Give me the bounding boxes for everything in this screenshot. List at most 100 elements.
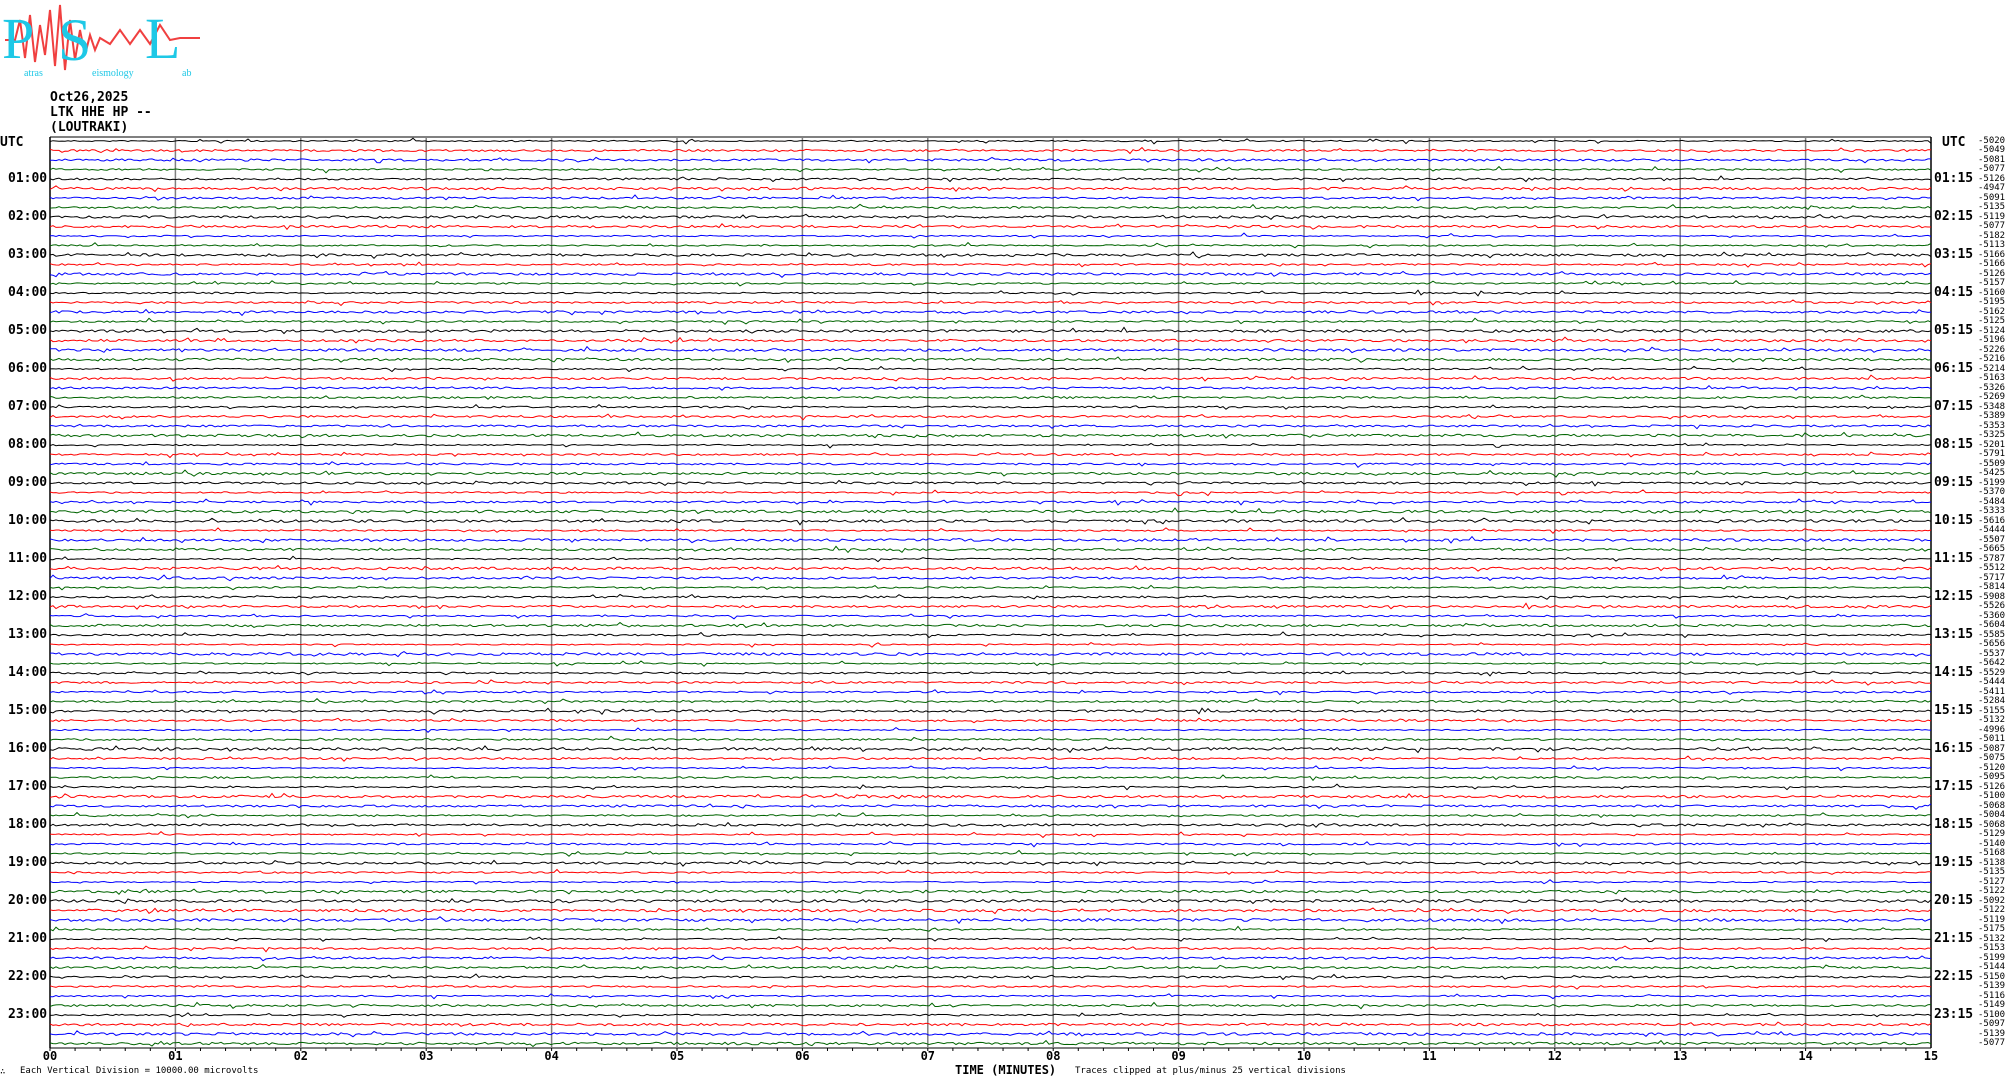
trace-line [49,745,1932,754]
trace-offset-label: -5138 [1978,857,2006,868]
x-tick-label: 07 [921,1049,935,1063]
trace-offset-label: -5908 [1978,591,2006,602]
hour-label-left: 06:00 [8,361,48,376]
hour-label-right: 10:15 [1934,513,1974,528]
trace-line [49,555,1932,563]
trace-line [49,613,1932,620]
trace-line [49,765,1932,772]
trace-offset-label: -5149 [1978,1000,2006,1010]
trace-line [49,621,1932,629]
trace-offset-label: -5199 [1978,952,2006,963]
hour-label-left: 07:00 [8,399,48,414]
trace-offset-label: -5160 [1978,287,2006,298]
trace-offset-label: -5529 [1978,667,2006,678]
trace-offset-label: -5126 [1978,173,2006,184]
x-tick-label: 03 [419,1049,433,1063]
trace-offset-label: -5120 [1978,762,2006,773]
trace-offset-label: -5124 [1978,325,2006,336]
trace-offset-label: -5537 [1978,648,2006,659]
x-tick-label: 15 [1924,1049,1938,1063]
hour-label-right: 17:15 [1934,779,1974,794]
trace-line [49,735,1932,742]
trace-offset-label: -5068 [1978,819,2006,830]
x-tick-label: 12 [1548,1049,1562,1063]
clip-note: Traces clipped at plus/minus 25 vertical… [1075,1066,1346,1076]
trace-line [49,707,1932,715]
trace-line [49,888,1932,896]
trace-line [49,660,1932,667]
trace-line [49,831,1932,839]
trace-line [49,535,1931,544]
hour-label-right: 09:15 [1934,475,1974,490]
trace-offset-label: -5512 [1978,563,2006,573]
trace-offset-label: -5411 [1978,686,2006,697]
trace-offset-label: -5087 [1978,743,2006,754]
trace-line [49,726,1932,733]
trace-line [49,963,1932,970]
trace-line [49,849,1931,857]
hour-label-left: 14:00 [8,665,48,680]
hour-label-right: 23:15 [1934,1007,1974,1022]
trace-line [49,146,1932,155]
trace-line [49,1012,1932,1018]
trace-offset-label: -5791 [1978,449,2006,459]
trace-line [49,859,1932,867]
trace-offset-label: -5325 [1978,430,2006,440]
trace-line [49,317,1932,325]
trace-offset-label: -5100 [1978,791,2006,801]
trace-offset-label: -5077 [1978,221,2006,231]
trace-offset-label: -5163 [1978,373,2006,383]
x-tick-label: 10 [1297,1049,1311,1063]
trace-line [49,374,1932,382]
trace-line [49,442,1932,449]
trace-offset-label: -5095 [1978,772,2006,782]
logo-letter-s: S [58,7,91,73]
utc-label-left: UTC [0,135,24,150]
trace-line [49,545,1932,554]
trace-offset-label: -5656 [1978,639,2006,649]
trace-offset-label: -5444 [1978,525,2006,535]
scale-note: Each Vertical Division = 10000.00 microv… [20,1066,259,1076]
trace-line [49,165,1932,174]
trace-offset-label: -5425 [1978,468,2006,478]
trace-offset-label: -5049 [1978,145,2006,155]
trace-line [49,642,1932,648]
hour-label-right: 18:15 [1934,817,1974,832]
trace-line [49,698,1932,705]
trace-offset-label: -5068 [1978,800,2006,811]
trace-offset-label: -5642 [1978,658,2006,668]
psl-logo: P S L atras eismology ab [2,4,200,79]
hour-label-left: 22:00 [8,969,48,984]
trace-line [49,792,1932,800]
trace-line [49,451,1932,459]
hour-label-right: 06:15 [1934,361,1974,376]
hour-label-left: 10:00 [8,513,48,528]
hour-label-right: 08:15 [1934,437,1974,452]
hour-label-right: 15:15 [1934,703,1974,718]
trace-line [49,973,1932,981]
trace-offset-label: -5126 [1978,781,2006,792]
trace-offset-label: -5135 [1978,867,2006,877]
trace-line [49,479,1932,487]
hour-label-right: 14:15 [1934,665,1974,680]
x-tick-label: 05 [670,1049,684,1063]
trace-offset-label: -5166 [1978,249,2006,260]
header-station: LTK HHE HP -- [50,105,152,120]
x-axis-title: TIME (MINUTES) [955,1063,1057,1077]
trace-offset-label: -5509 [1978,458,2006,469]
trace-offset-label: -5168 [1978,848,2006,858]
trace-offset-label: -5132 [1978,933,2006,944]
logo-word-3: ab [182,68,191,79]
trace-line [50,345,1932,354]
trace-line [49,897,1932,905]
trace-offset-label: -5326 [1978,382,2006,393]
trace-line [49,803,1932,810]
trace-line [49,213,1932,220]
trace-line [49,593,1932,600]
trace-offset-label: -5126 [1978,268,2006,279]
trace-offset-label: -5195 [1978,297,2006,307]
trace-offset-label: -5166 [1978,259,2006,269]
trace-line [49,261,1932,268]
trace-line [49,936,1932,943]
